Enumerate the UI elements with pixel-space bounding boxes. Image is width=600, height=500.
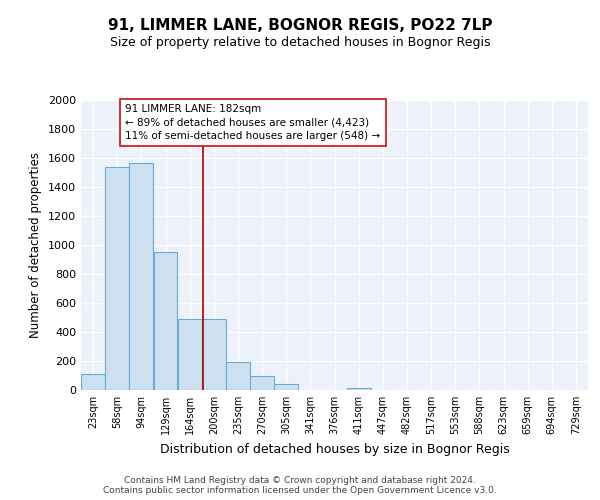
Text: Contains HM Land Registry data © Crown copyright and database right 2024.: Contains HM Land Registry data © Crown c…	[124, 476, 476, 485]
Text: 91 LIMMER LANE: 182sqm
← 89% of detached houses are smaller (4,423)
11% of semi-: 91 LIMMER LANE: 182sqm ← 89% of detached…	[125, 104, 380, 141]
Y-axis label: Number of detached properties: Number of detached properties	[29, 152, 43, 338]
X-axis label: Distribution of detached houses by size in Bognor Regis: Distribution of detached houses by size …	[160, 442, 509, 456]
Text: Contains public sector information licensed under the Open Government Licence v3: Contains public sector information licen…	[103, 486, 497, 495]
Bar	[347, 388, 371, 390]
Text: Size of property relative to detached houses in Bognor Regis: Size of property relative to detached ho…	[110, 36, 490, 49]
Bar	[178, 319, 202, 390]
Bar	[274, 384, 298, 390]
Bar	[81, 374, 105, 390]
Bar	[130, 163, 154, 390]
Bar	[250, 376, 274, 390]
Bar	[202, 319, 226, 390]
Bar	[105, 166, 129, 390]
Bar	[154, 252, 178, 390]
Text: 91, LIMMER LANE, BOGNOR REGIS, PO22 7LP: 91, LIMMER LANE, BOGNOR REGIS, PO22 7LP	[108, 18, 492, 32]
Bar	[226, 362, 250, 390]
